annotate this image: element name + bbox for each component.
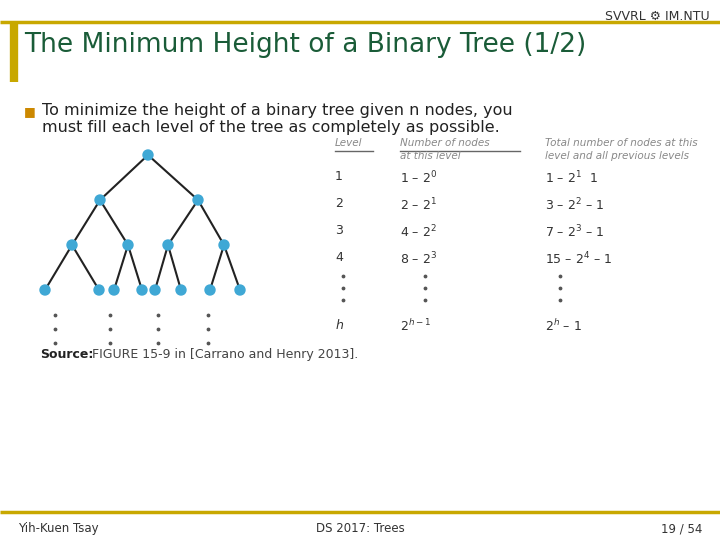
Text: 7 – 2$^3$ – 1: 7 – 2$^3$ – 1 (545, 224, 604, 241)
Text: SVVRL ⚙ IM.NTU: SVVRL ⚙ IM.NTU (606, 10, 710, 23)
Text: DS 2017: Trees: DS 2017: Trees (315, 522, 405, 535)
Text: Total number of nodes at this
level and all previous levels: Total number of nodes at this level and … (545, 138, 698, 161)
Text: 2: 2 (335, 197, 343, 210)
Text: Source:: Source: (40, 348, 94, 361)
Circle shape (67, 240, 77, 250)
Text: must fill each level of the tree as completely as possible.: must fill each level of the tree as comp… (42, 120, 500, 135)
Circle shape (150, 285, 160, 295)
Circle shape (193, 195, 203, 205)
Circle shape (219, 240, 229, 250)
Text: FIGURE 15-9 in [Carrano and Henry 2013].: FIGURE 15-9 in [Carrano and Henry 2013]. (88, 348, 359, 361)
Text: 2$^{h-1}$: 2$^{h-1}$ (400, 318, 431, 334)
Circle shape (95, 195, 105, 205)
Text: To minimize the height of a binary tree given n nodes, you: To minimize the height of a binary tree … (42, 103, 513, 118)
Text: 2$^h$ – 1: 2$^h$ – 1 (545, 318, 582, 334)
Text: Number of nodes
at this level: Number of nodes at this level (400, 138, 490, 161)
Circle shape (163, 240, 173, 250)
Circle shape (143, 150, 153, 160)
Circle shape (94, 285, 104, 295)
Text: 19 / 54: 19 / 54 (661, 522, 702, 535)
Text: 3: 3 (335, 224, 343, 237)
Text: Yih-Kuen Tsay: Yih-Kuen Tsay (18, 522, 99, 535)
Text: 8 – 2$^3$: 8 – 2$^3$ (400, 251, 437, 268)
Text: 4 – 2$^2$: 4 – 2$^2$ (400, 224, 437, 241)
Text: 3 – 2$^2$ – 1: 3 – 2$^2$ – 1 (545, 197, 604, 214)
Circle shape (176, 285, 186, 295)
Text: 1: 1 (335, 170, 343, 183)
Text: 1 – 2$^1$  1: 1 – 2$^1$ 1 (545, 170, 598, 187)
Text: ■: ■ (24, 105, 36, 118)
Text: Level: Level (335, 138, 362, 148)
Circle shape (235, 285, 245, 295)
Text: The Minimum Height of a Binary Tree (1/2): The Minimum Height of a Binary Tree (1/2… (24, 32, 586, 58)
Text: $h$: $h$ (335, 318, 344, 332)
Circle shape (40, 285, 50, 295)
Circle shape (109, 285, 119, 295)
Text: 2 – 2$^1$: 2 – 2$^1$ (400, 197, 437, 214)
Text: 15 – 2$^4$ – 1: 15 – 2$^4$ – 1 (545, 251, 612, 268)
Circle shape (123, 240, 133, 250)
Text: 4: 4 (335, 251, 343, 264)
Circle shape (137, 285, 147, 295)
Circle shape (205, 285, 215, 295)
Text: 1 – 2$^0$: 1 – 2$^0$ (400, 170, 437, 187)
